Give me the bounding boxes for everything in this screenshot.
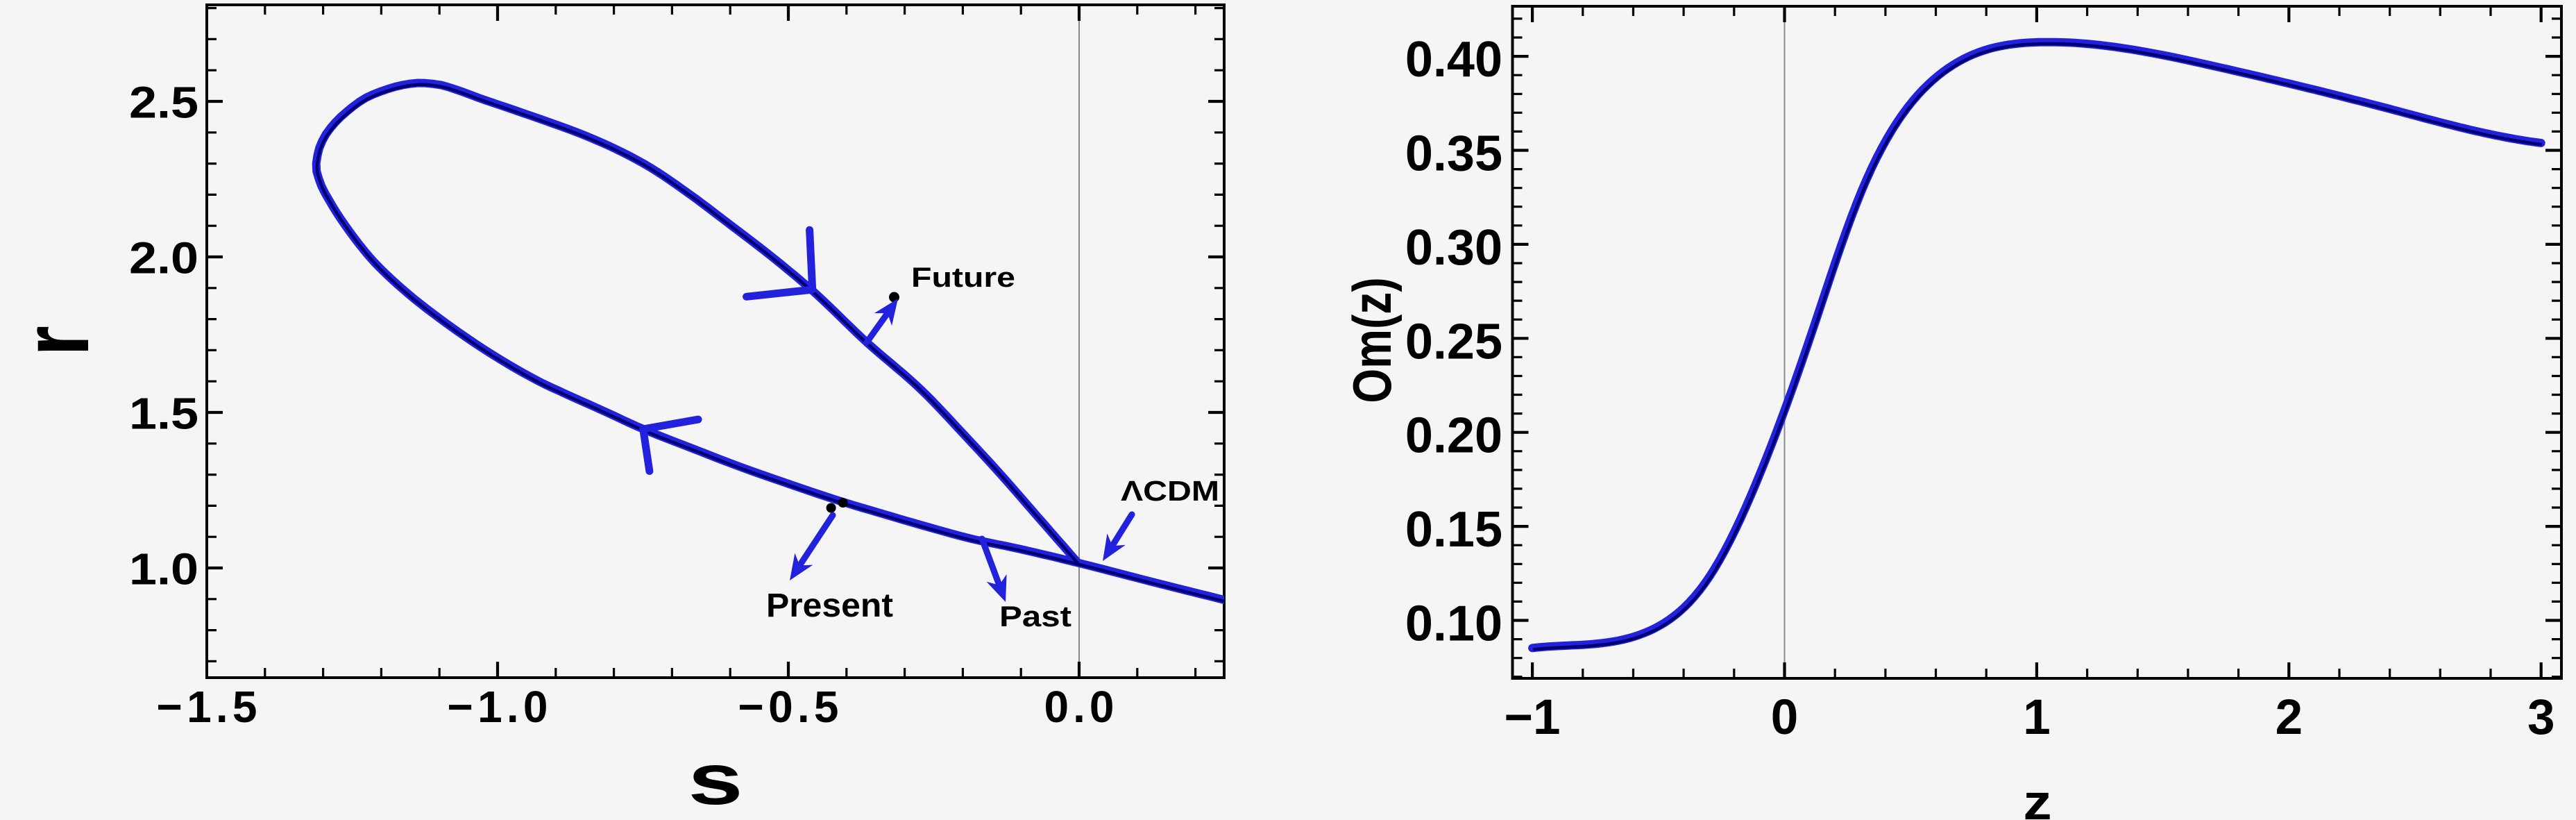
- svg-text:−1.0: −1.0: [448, 682, 548, 732]
- svg-text:0: 0: [1771, 690, 1799, 745]
- svg-text:0.20: 0.20: [1405, 408, 1502, 464]
- svg-text:s: s: [688, 739, 743, 820]
- svg-text:0.10: 0.10: [1405, 596, 1502, 652]
- svg-text:0.40: 0.40: [1405, 32, 1502, 87]
- svg-text:0.15: 0.15: [1405, 502, 1502, 558]
- svg-text:3: 3: [2527, 690, 2555, 745]
- svg-text:r: r: [3, 326, 109, 356]
- svg-text:z: z: [2023, 775, 2051, 820]
- svg-text:0.25: 0.25: [1405, 314, 1502, 369]
- svg-text:−1: −1: [1505, 690, 1561, 745]
- svg-text:−0.5: −0.5: [738, 682, 839, 732]
- svg-text:Past: Past: [999, 600, 1071, 633]
- svg-text:ΛCDM: ΛCDM: [1121, 475, 1219, 507]
- svg-text:0.35: 0.35: [1405, 126, 1502, 182]
- svg-text:Om(z): Om(z): [1342, 277, 1403, 403]
- svg-text:1: 1: [2023, 690, 2051, 745]
- svg-text:0.30: 0.30: [1405, 220, 1502, 276]
- svg-text:2: 2: [2276, 690, 2303, 745]
- svg-text:0.0: 0.0: [1044, 682, 1115, 732]
- svg-text:2.0: 2.0: [129, 233, 198, 283]
- svg-text:2.5: 2.5: [129, 77, 198, 127]
- svg-text:Present: Present: [766, 587, 893, 624]
- svg-text:1.0: 1.0: [129, 544, 198, 594]
- svg-text:−1.5: −1.5: [157, 682, 257, 732]
- svg-text:Future: Future: [911, 262, 1015, 293]
- svg-text:1.5: 1.5: [129, 388, 198, 438]
